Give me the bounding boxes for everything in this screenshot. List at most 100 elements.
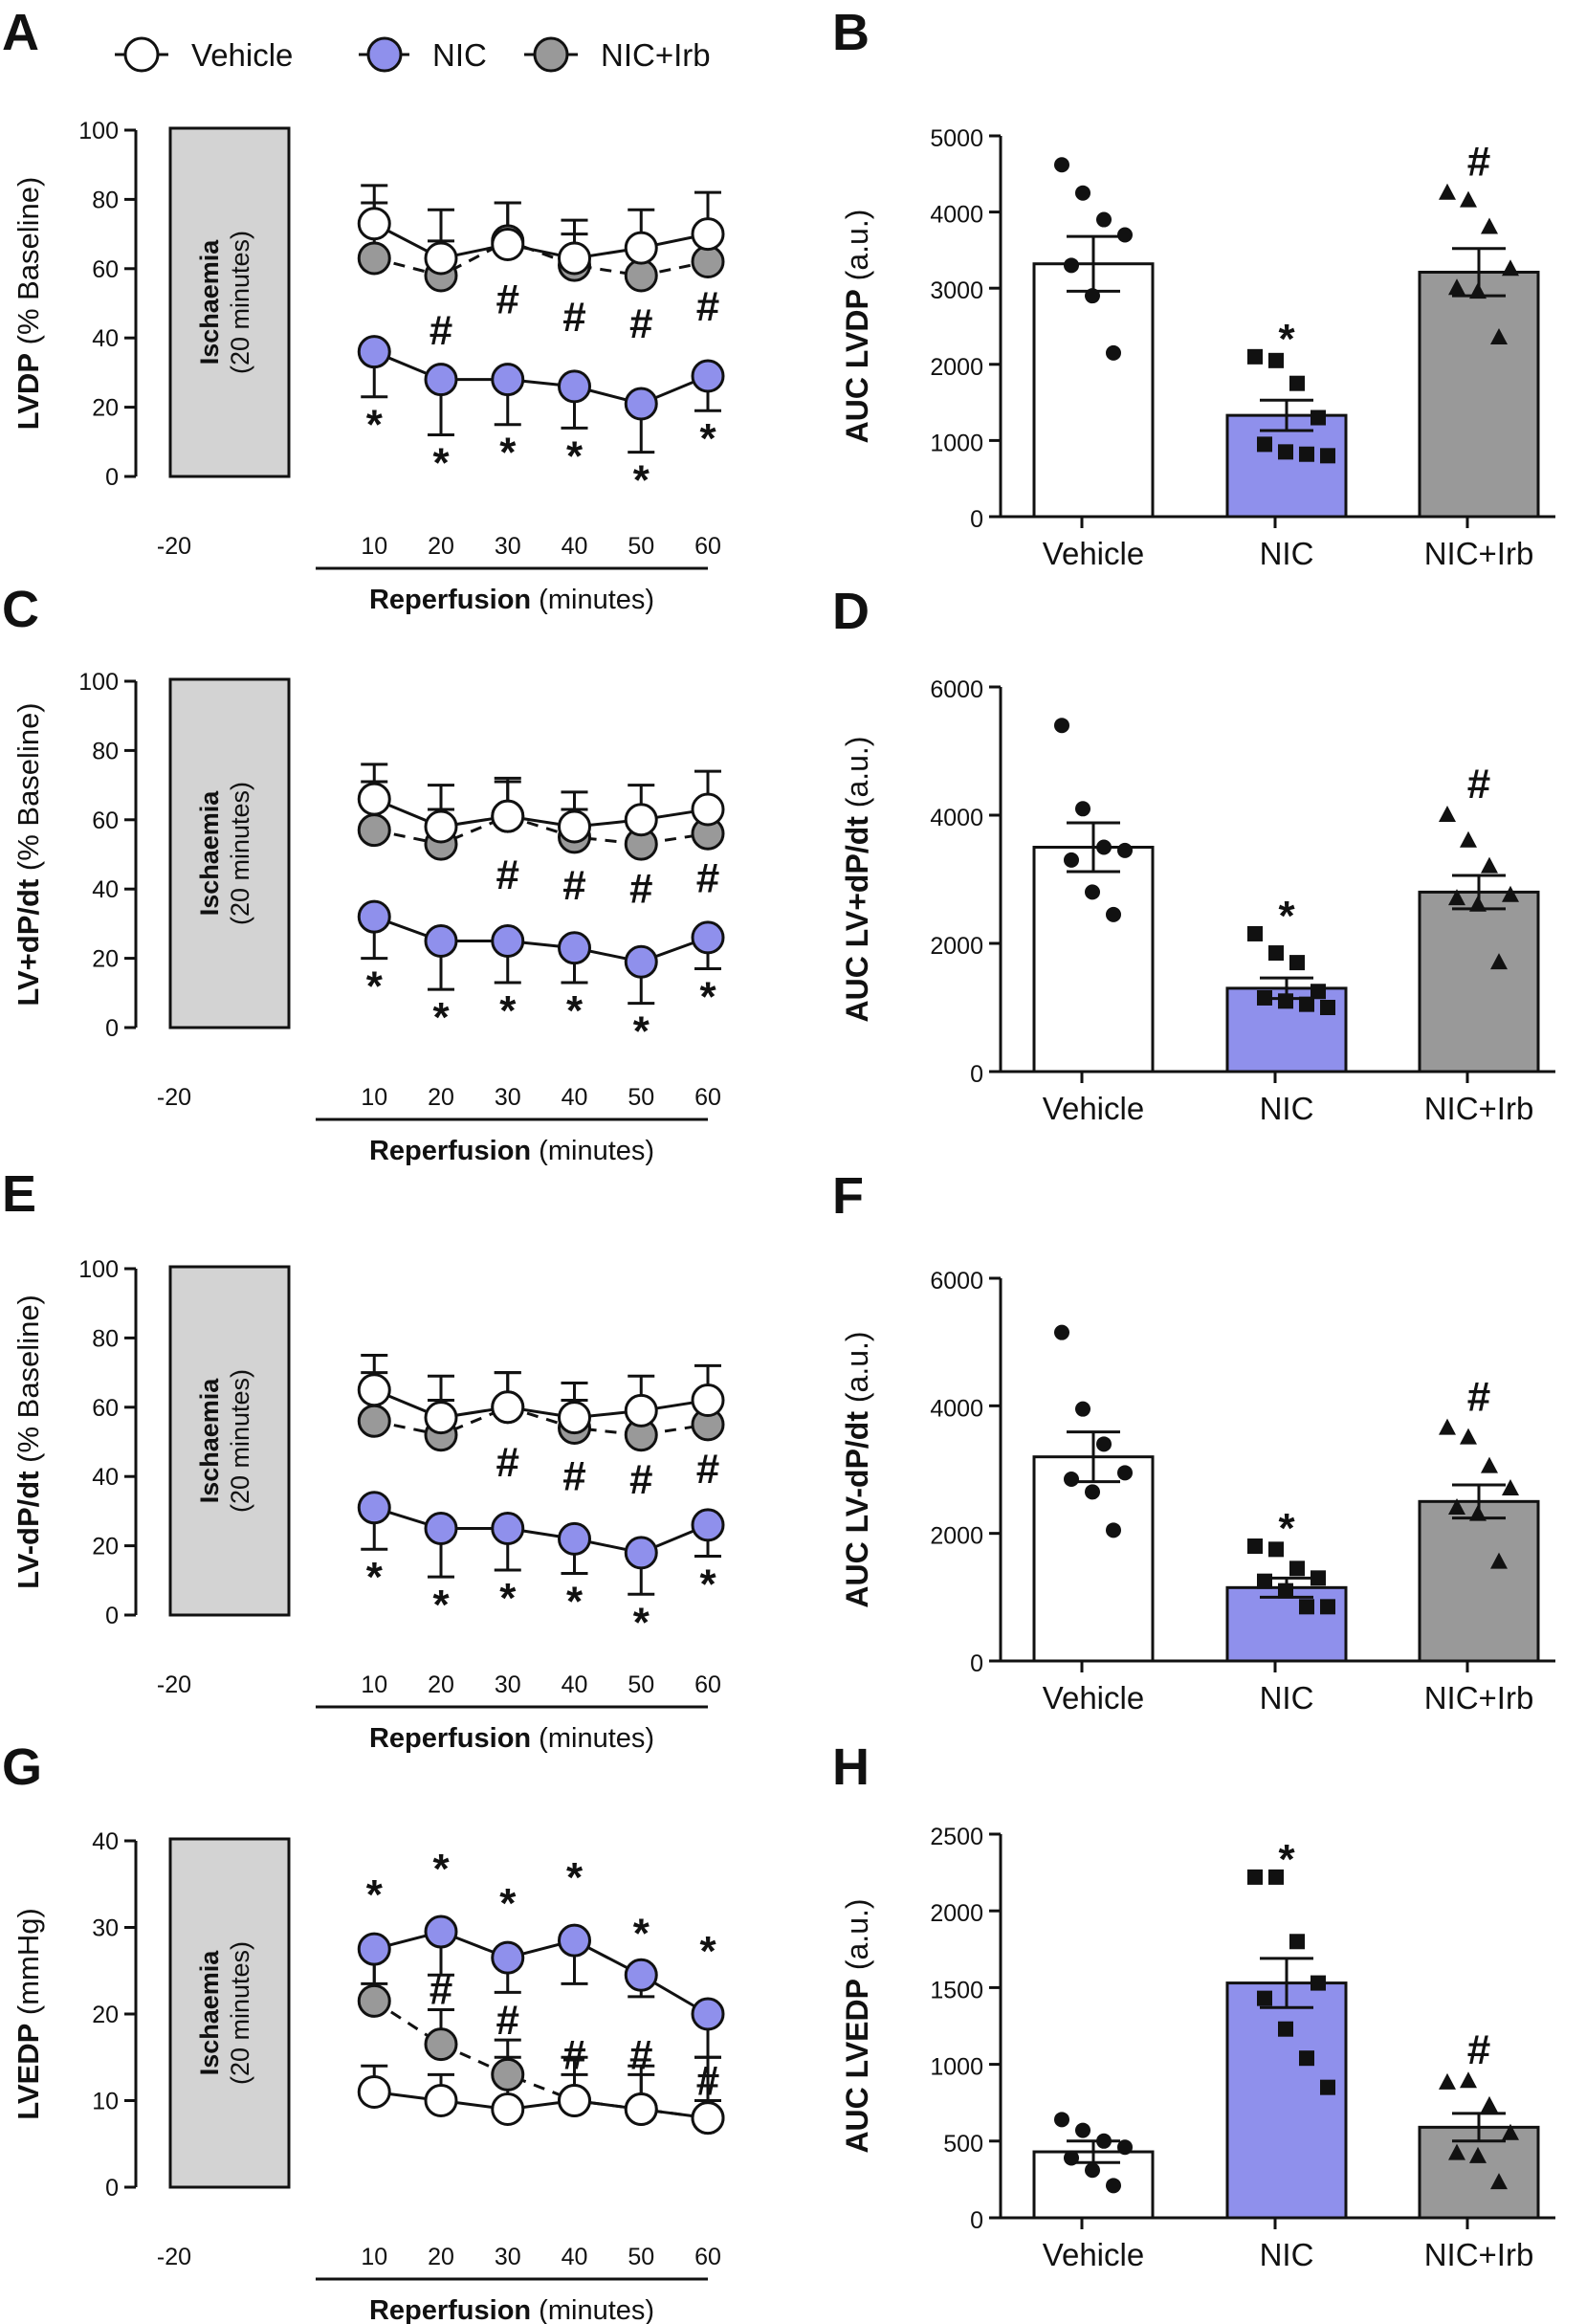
legend-label-nicirb: NIC+Irb — [601, 37, 711, 73]
data-point-vehicle — [1117, 1465, 1133, 1481]
data-point-nicirb — [1490, 1552, 1508, 1569]
significance-hash: # — [496, 277, 519, 323]
y-tick-label: 100 — [78, 1256, 119, 1283]
x-category-label: Vehicle — [1043, 2237, 1144, 2272]
x-tick-label: 10 — [361, 2244, 387, 2270]
data-point-vehicle — [1096, 211, 1112, 228]
data-point-nicirb — [1448, 2143, 1465, 2160]
bar-vehicle — [1032, 846, 1155, 1073]
y-axis-label-bold: LVEDP — [11, 2024, 45, 2120]
panel-d: D 0 2000 4000 6000 AUC LV+dP/dt (a.u.) Vehicle… — [832, 583, 1555, 1126]
ischaemia-duration: (20 minutes) — [226, 1941, 254, 2085]
reperfusion-label-bold: Reperfusion — [369, 2295, 531, 2324]
ischaemia-box — [168, 1837, 291, 2189]
panel-letter: C — [2, 581, 39, 638]
y-axis-label: LVDP (% Baseline) — [11, 177, 45, 431]
data-point-nic — [1299, 446, 1314, 462]
significance-star: * — [432, 1582, 450, 1628]
x-tick-label: 60 — [694, 2244, 721, 2270]
y-tick-label: 100 — [78, 669, 119, 696]
data-point-vehicle — [491, 799, 525, 833]
data-point-nic — [1247, 925, 1263, 941]
data-point-nicirb — [357, 1404, 391, 1438]
x-tick-label: 60 — [694, 1084, 721, 1111]
data-point-nic — [1299, 996, 1314, 1012]
significance-star: * — [366, 1554, 384, 1601]
significance-hash: # — [562, 2031, 585, 2078]
data-point-nic — [558, 1521, 591, 1556]
y-tick-label: 4000 — [930, 1395, 983, 1422]
significance-star: * — [1278, 1505, 1295, 1552]
bar-nic — [1225, 413, 1348, 519]
data-point-vehicle — [357, 2074, 391, 2109]
x-category-label: NIC+Irb — [1424, 1680, 1534, 1715]
y-tick-label: 1500 — [930, 1977, 983, 2003]
y-tick-label: 80 — [92, 187, 119, 213]
data-point-vehicle — [691, 2101, 725, 2136]
data-point-nic — [491, 1940, 525, 1975]
x-category-label: NIC+Irb — [1424, 536, 1534, 571]
data-point-vehicle — [424, 809, 458, 844]
data-point-nic — [1320, 1000, 1335, 1015]
ischaemia-label: Ischaemia — [195, 1950, 224, 2076]
data-point-nic — [558, 1923, 591, 1958]
data-point-vehicle — [1106, 906, 1121, 922]
significance-hash: # — [496, 1439, 519, 1486]
y-axis-label-rest: (a.u.) — [840, 737, 874, 817]
data-point-nic — [691, 1508, 725, 1542]
data-point-nic — [491, 1512, 525, 1545]
y-tick-label: 3000 — [930, 277, 983, 304]
x-tick-label: 20 — [428, 1671, 454, 1698]
x-tick-label: 20 — [428, 533, 454, 560]
data-point-vehicle — [1096, 839, 1112, 855]
reperfusion-label-bold: Reperfusion — [369, 585, 531, 615]
reperfusion-label-bold: Reperfusion — [369, 1723, 531, 1754]
y-tick-label: 20 — [92, 2002, 119, 2028]
y-axis-label-bold: LV+dP/dt — [11, 879, 45, 1007]
significance-hash: # — [629, 2031, 652, 2078]
panel-letter: D — [832, 583, 870, 640]
panel-f: F 0 2000 4000 6000 AUC LV-dP/dt (a.u.) Vehicle… — [832, 1167, 1555, 1715]
data-point-vehicle — [357, 782, 391, 816]
y-tick-label: 100 — [78, 118, 119, 144]
data-point-nic — [1320, 2079, 1335, 2095]
data-point-vehicle — [1085, 2162, 1100, 2179]
data-point-vehicle — [424, 241, 458, 276]
panel-g: G 0 10 20 30 40 LVEDP (mmHg) -20 10 20 30 40 50 60 Rep… — [2, 1738, 725, 2324]
data-point-nic — [1247, 1869, 1263, 1885]
reperfusion-label-bold: Reperfusion — [369, 1136, 531, 1166]
significance-hash: # — [562, 862, 585, 909]
x-tick-label: 20 — [428, 1084, 454, 1111]
reperfusion-label: Reperfusion (minutes) — [369, 2295, 654, 2324]
data-point-vehicle — [691, 1383, 725, 1418]
data-point-nic — [1289, 955, 1305, 971]
data-point-nicirb — [691, 245, 725, 279]
data-point-nic — [424, 363, 458, 397]
significance-star: * — [499, 1575, 517, 1622]
significance-hash: # — [496, 852, 519, 898]
data-point-vehicle — [558, 809, 591, 844]
data-point-nic — [624, 1536, 658, 1570]
data-point-vehicle — [1054, 718, 1069, 734]
data-point-nic — [1268, 1541, 1284, 1558]
significance-hash: # — [629, 1456, 652, 1503]
y-tick-label: 2000 — [930, 1523, 983, 1550]
x-tick-label: 30 — [495, 1084, 521, 1111]
data-point-nic — [624, 944, 658, 979]
data-point-nic — [1247, 1538, 1263, 1554]
y-tick-label: 80 — [92, 738, 119, 764]
data-point-nicirb — [1490, 2173, 1508, 2190]
significance-hash: # — [696, 1446, 719, 1493]
data-point-vehicle — [1117, 2139, 1133, 2156]
data-point-nic — [357, 899, 391, 934]
data-point-vehicle — [1117, 842, 1133, 858]
y-tick-label: 0 — [105, 2175, 119, 2202]
data-point-vehicle — [1085, 288, 1100, 304]
y-axis-label: AUC LVEDP (a.u.) — [840, 1898, 874, 2153]
data-point-vehicle — [558, 2084, 591, 2117]
data-point-vehicle — [558, 1401, 591, 1435]
significance-star: * — [566, 1854, 584, 1901]
data-point-nic — [1278, 444, 1293, 460]
significance-star: * — [633, 1911, 650, 1958]
